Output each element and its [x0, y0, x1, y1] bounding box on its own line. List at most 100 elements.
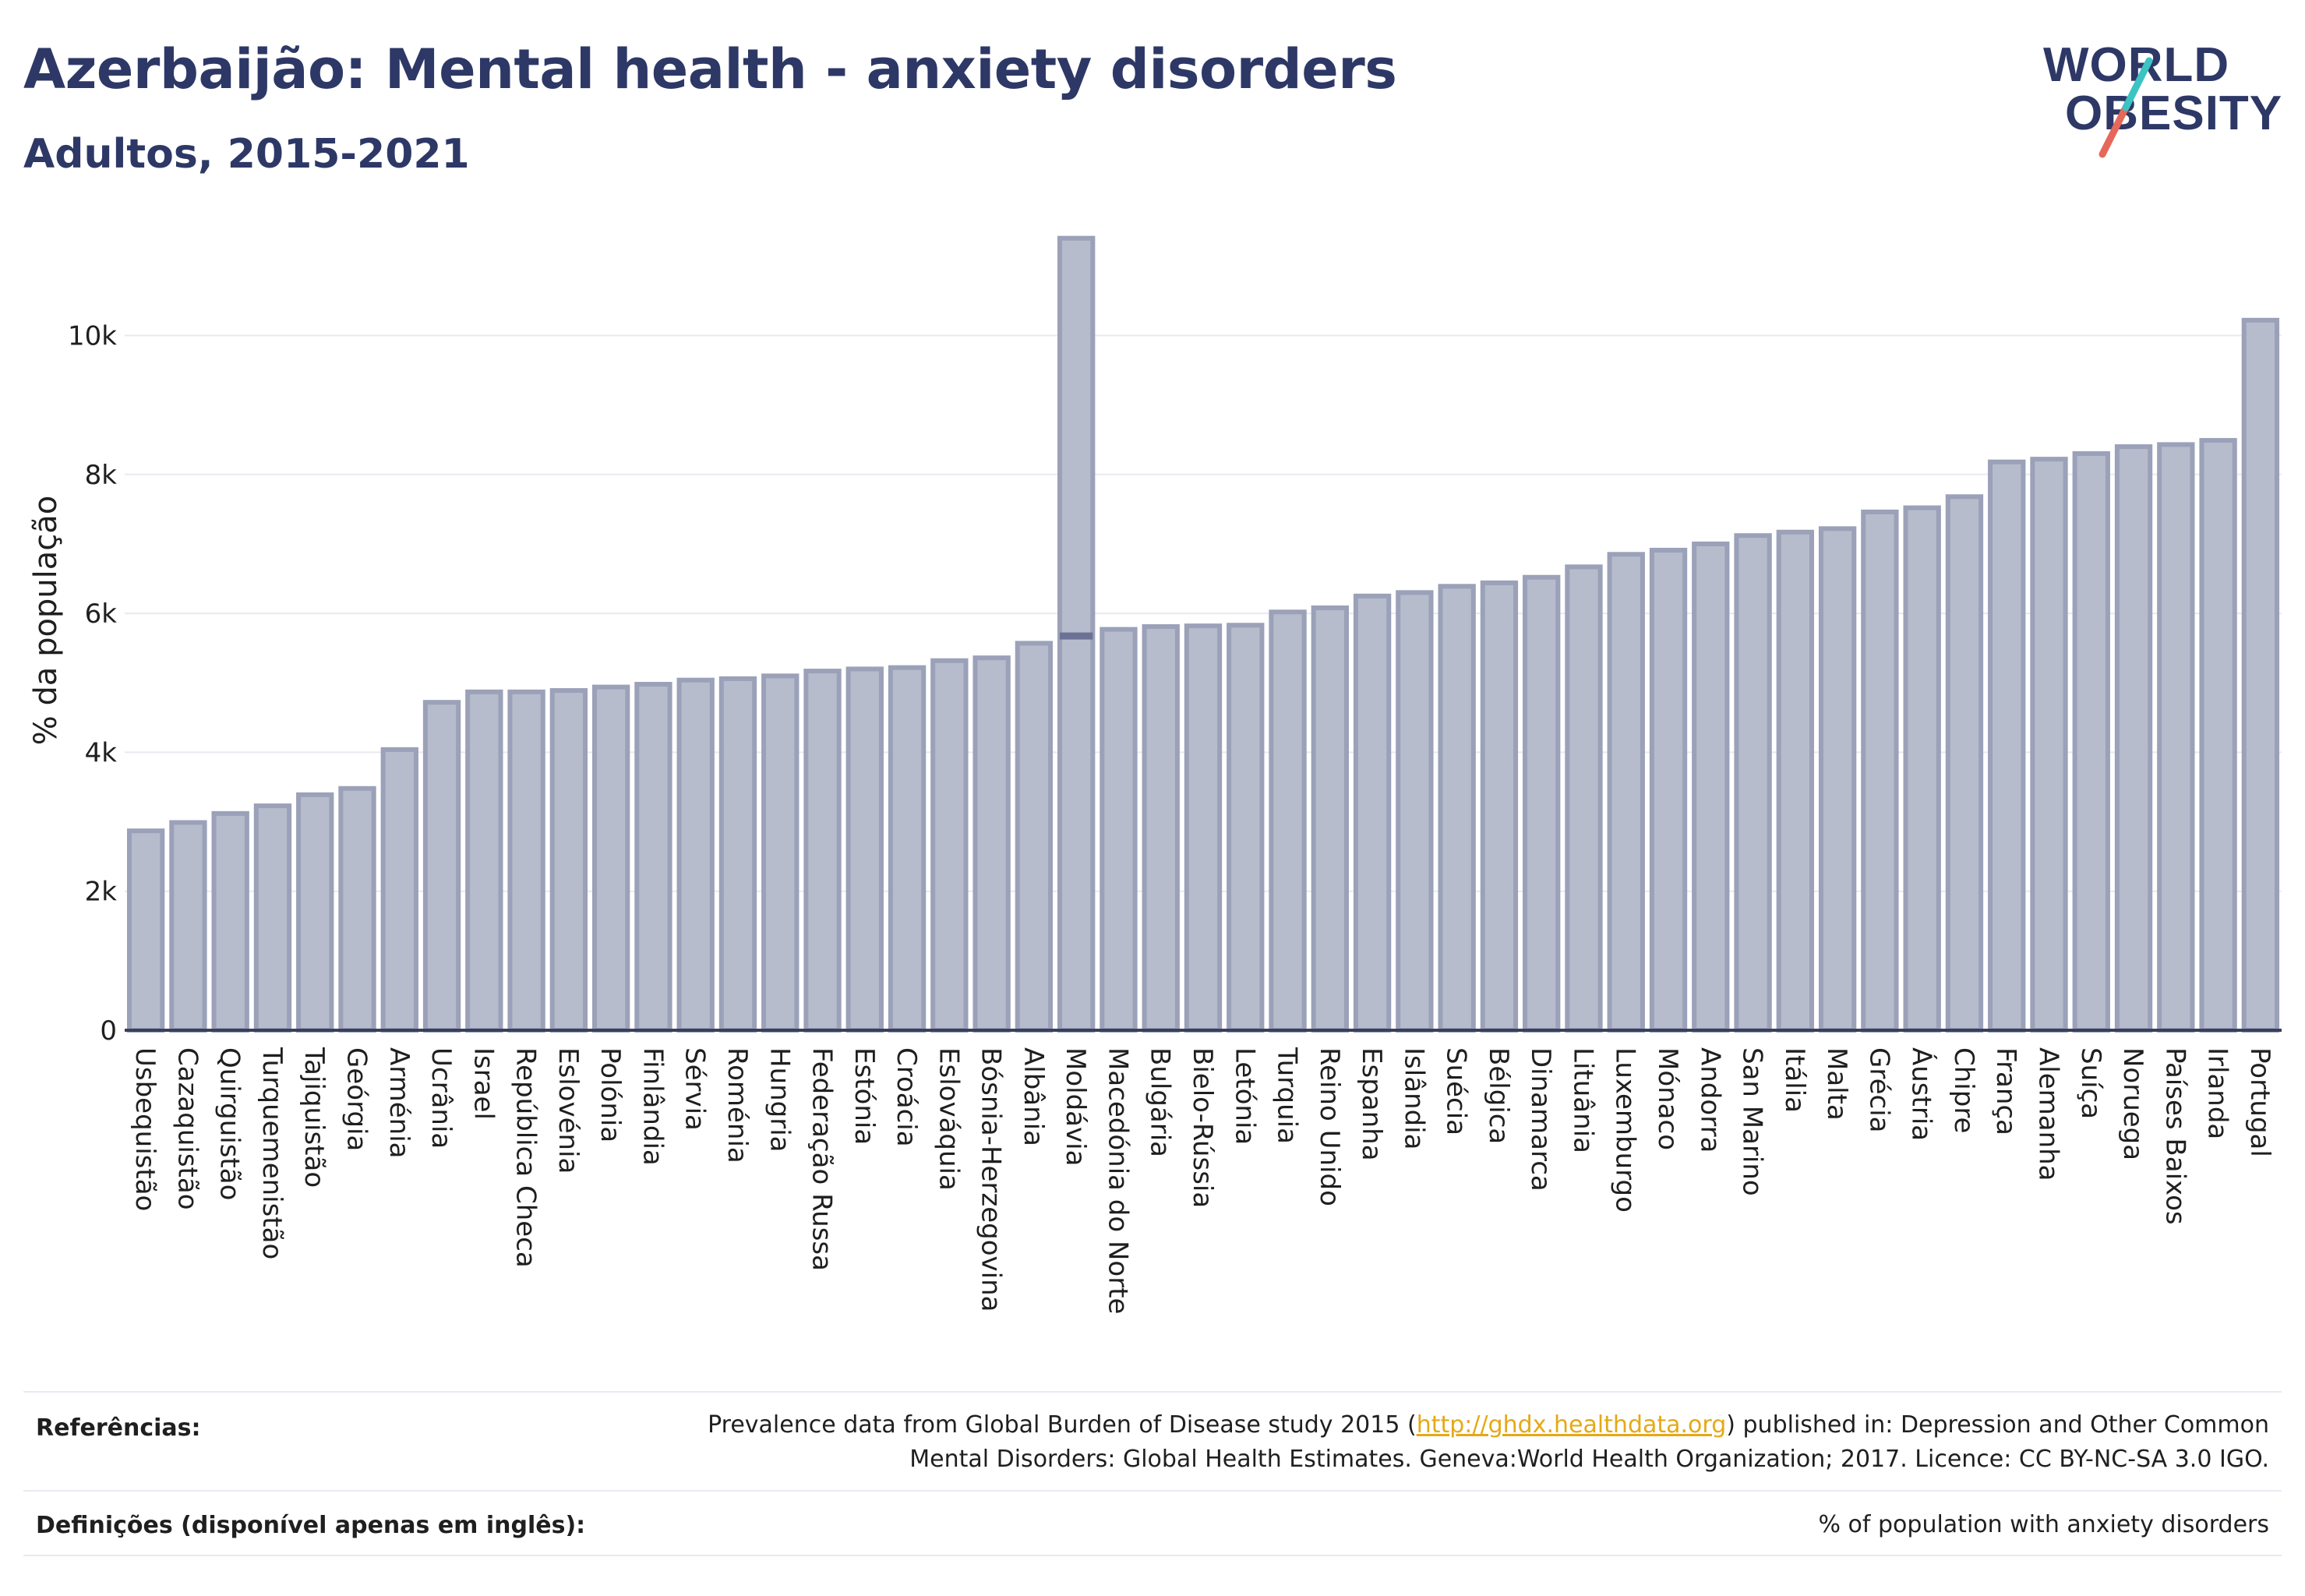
x-tick-label: Alemanha: [2032, 1047, 2063, 1181]
bar: [676, 677, 715, 1033]
bar: [1353, 593, 1392, 1033]
x-tick-label: Noruega: [2117, 1047, 2148, 1160]
x-tick-label: Malta: [1821, 1047, 1852, 1121]
x-tick-label: Eslováquia: [933, 1047, 964, 1191]
x-tick-label: Luxemburgo: [1610, 1047, 1641, 1213]
x-tick-label: Dinamarca: [1525, 1047, 1556, 1192]
x-tick-label: Eslovénia: [552, 1047, 584, 1174]
x-tick-label: Turquemenistão: [256, 1047, 288, 1259]
x-tick-label: Cazaquistão: [171, 1047, 203, 1210]
references-line2: Mental Disorders: Global Health Estimate…: [909, 1446, 2269, 1473]
x-tick-label: Geórgia: [341, 1047, 372, 1151]
x-tick-label: Bulgária: [1145, 1047, 1176, 1157]
page-subtitle: Adultos, 2015-2021: [23, 131, 470, 178]
x-tick-label: Arménia: [383, 1047, 415, 1159]
bar: [507, 689, 545, 1033]
bar: [338, 786, 376, 1033]
x-tick-label: Irlanda: [2202, 1047, 2233, 1139]
x-tick-label: Áustria: [1906, 1047, 1938, 1141]
bar: [1945, 494, 1984, 1033]
bar: [1776, 529, 1815, 1033]
bar: [1903, 505, 1941, 1033]
x-tick-label: Países Baixos: [2159, 1047, 2190, 1225]
bar: [1227, 623, 1265, 1033]
bar: [761, 673, 800, 1033]
bar: [126, 828, 165, 1033]
references-label: Referências:: [36, 1414, 201, 1442]
highlight-marker: [1060, 632, 1093, 640]
x-tick-label: República Checa: [510, 1047, 542, 1268]
x-tick-label: Letónia: [1229, 1047, 1260, 1145]
x-tick-label: Federação Russa: [807, 1047, 838, 1271]
page-title: Azerbaijão: Mental health - anxiety diso…: [23, 37, 1397, 101]
references-post: ) published in: Depression and Other Com…: [1726, 1411, 2269, 1439]
bar: [1142, 624, 1180, 1033]
x-tick-label: Israel: [468, 1047, 499, 1120]
bar: [2241, 317, 2280, 1033]
bar: [1100, 627, 1138, 1033]
bar: [1396, 590, 1434, 1033]
bar: [2072, 451, 2110, 1033]
bar: [1480, 580, 1519, 1033]
x-tick-label: Suécia: [1441, 1047, 1472, 1135]
bar: [2114, 444, 2153, 1033]
x-tick-label: Albânia: [1018, 1047, 1049, 1146]
footer-divider: [23, 1391, 2282, 1393]
bar: [1184, 623, 1223, 1033]
x-tick-label: Ucrânia: [425, 1047, 457, 1149]
bar: [1523, 574, 1561, 1033]
definitions-text: % of population with anxiety disorders: [1818, 1511, 2269, 1538]
y-tick-label: 8k: [85, 460, 118, 491]
bar: [422, 700, 461, 1033]
references-link[interactable]: http://ghdx.healthdata.org: [1416, 1411, 1727, 1439]
bar: [296, 792, 334, 1033]
bar: [803, 669, 842, 1033]
x-tick-label: Hungria: [764, 1047, 795, 1153]
x-tick-label: Croácia: [891, 1047, 922, 1147]
x-tick-label: Mónaco: [1652, 1047, 1683, 1150]
x-tick-label: França: [1990, 1047, 2021, 1135]
bar: [1269, 609, 1307, 1033]
x-tick-label: Chipre: [1948, 1047, 1979, 1133]
x-tick-label: Turquia: [1272, 1047, 1303, 1144]
bar: [1607, 552, 1645, 1033]
bar: [888, 665, 927, 1033]
logo-word-obesity: OBESITY: [2065, 87, 2283, 140]
bar: [1818, 526, 1857, 1033]
x-tick-label: Moldávia: [1060, 1047, 1091, 1166]
x-tick-label: Espanha: [1356, 1047, 1387, 1161]
bar: [1438, 584, 1476, 1033]
bar: [2157, 442, 2195, 1033]
bar: [211, 810, 249, 1033]
world-obesity-logo[interactable]: WORLD OBESITY: [2034, 37, 2291, 170]
x-tick-label: Estónia: [849, 1047, 880, 1145]
x-tick-label: Sérvia: [679, 1047, 711, 1131]
bar: [465, 689, 503, 1033]
footer-divider: [23, 1555, 2282, 1556]
x-tick-label: San Marino: [1737, 1047, 1768, 1196]
x-tick-label: Bielo-Rússia: [1187, 1047, 1218, 1208]
bar: [1565, 564, 1603, 1033]
y-tick-label: 0: [100, 1015, 117, 1047]
y-tick-label: 6k: [85, 598, 118, 630]
x-tick-label: Tajiquistão: [298, 1047, 330, 1188]
bar: [169, 820, 207, 1033]
x-tick-label: Usbequistão: [129, 1047, 161, 1211]
bar: [1988, 459, 2026, 1033]
bar: [1015, 641, 1054, 1033]
y-axis-label: % da população: [28, 496, 64, 746]
x-tick-label: Macedónia do Norte: [1102, 1047, 1133, 1314]
x-tick-label: Andorra: [1694, 1047, 1725, 1153]
x-tick-label: Islândia: [1398, 1047, 1429, 1149]
bar: [930, 658, 969, 1033]
x-tick-label: Polónia: [595, 1047, 626, 1142]
definitions-label: Definições (disponível apenas em inglês)…: [36, 1512, 586, 1539]
bar: [2199, 438, 2237, 1033]
bar: [253, 803, 292, 1033]
bar: [845, 666, 884, 1033]
x-tick-label: Grécia: [1863, 1047, 1894, 1132]
bar: [972, 655, 1011, 1033]
bar: [1861, 509, 1899, 1033]
references-pre: Prevalence data from Global Burden of Di…: [708, 1411, 1417, 1439]
x-tick-label: Lituânia: [1567, 1047, 1598, 1153]
